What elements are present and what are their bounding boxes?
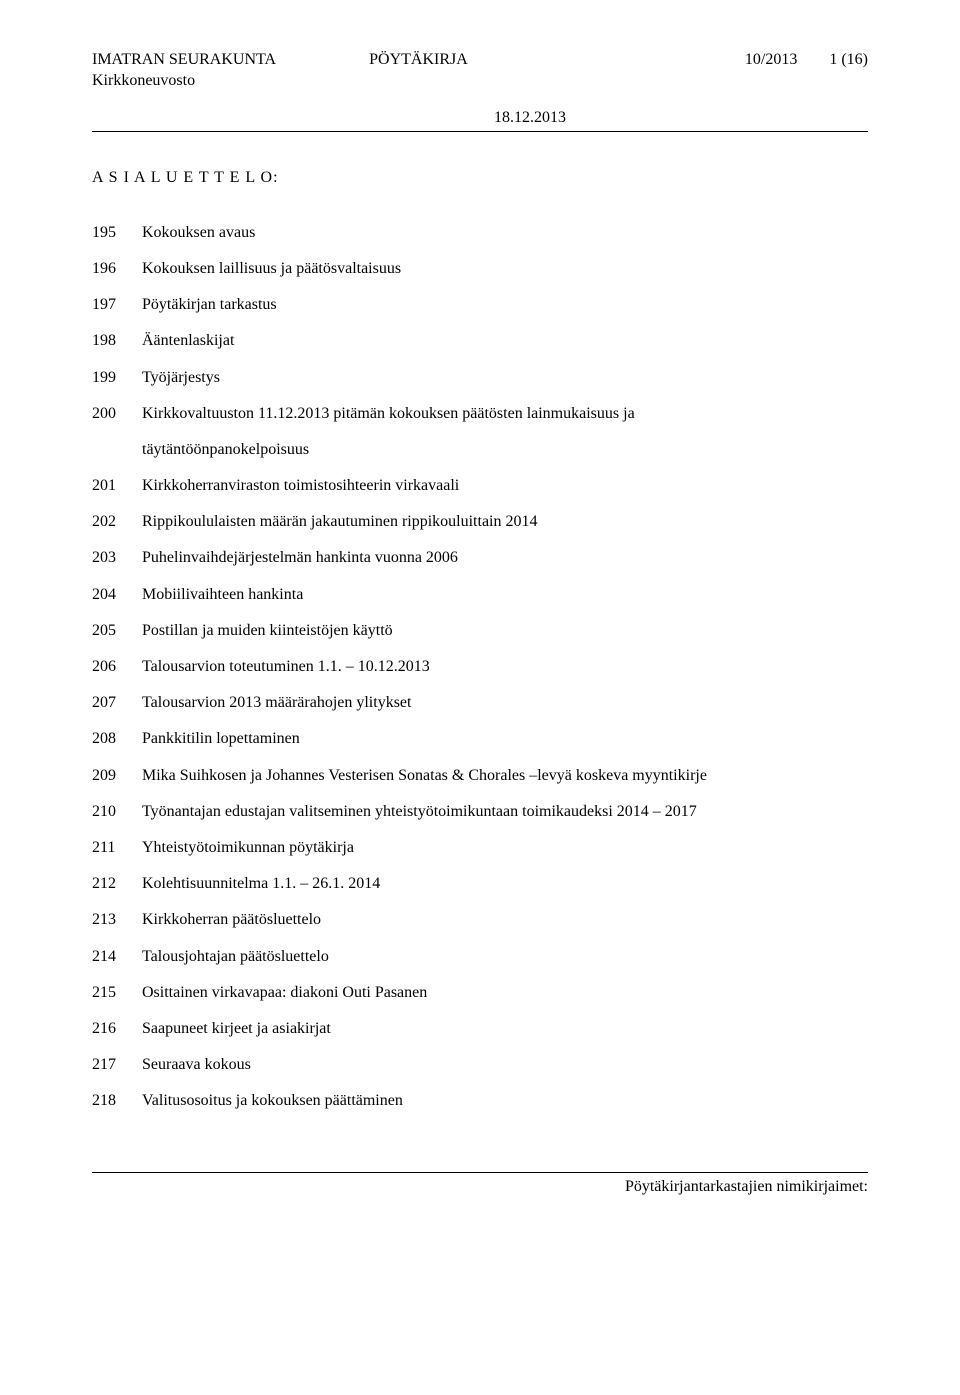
agenda-item-number: 204 (92, 585, 142, 604)
agenda-item-number: 195 (92, 223, 142, 242)
agenda-item: 203Puhelinvaihdejärjestelmän hankinta vu… (92, 548, 868, 567)
agenda-list: 195Kokouksen avaus196Kokouksen laillisuu… (92, 223, 868, 1111)
header-divider (92, 131, 868, 132)
agenda-item-number: 214 (92, 947, 142, 966)
agenda-item-text: Kirkkoherranviraston toimistosihteerin v… (142, 476, 868, 495)
agenda-item: 199Työjärjestys (92, 368, 868, 387)
agenda-item-text: Valitusosoitus ja kokouksen päättäminen (142, 1091, 868, 1110)
agenda-item-text: Kirkkovaltuuston 11.12.2013 pitämän koko… (142, 404, 868, 459)
header-page: 1 (16) (829, 50, 868, 69)
agenda-item-number: 217 (92, 1055, 142, 1074)
agenda-item-text: Postillan ja muiden kiinteistöjen käyttö (142, 621, 868, 640)
agenda-item-text: Talousjohtajan päätösluettelo (142, 947, 868, 966)
agenda-item-text: Mobiilivaihteen hankinta (142, 585, 868, 604)
agenda-item-text: Puhelinvaihdejärjestelmän hankinta vuonn… (142, 548, 868, 567)
agenda-item-number: 218 (92, 1091, 142, 1110)
agenda-item: 210Työnantajan edustajan valitseminen yh… (92, 802, 868, 821)
agenda-item-number: 208 (92, 729, 142, 748)
agenda-item-number: 209 (92, 766, 142, 785)
section-title: A S I A L U E T T E L O: (92, 168, 868, 187)
header-doc-type: PÖYTÄKIRJA (369, 50, 591, 69)
agenda-item-number: 207 (92, 693, 142, 712)
agenda-item-text: Kolehtisuunnitelma 1.1. – 26.1. 2014 (142, 874, 868, 893)
agenda-item-number: 202 (92, 512, 142, 531)
agenda-item: 218Valitusosoitus ja kokouksen päättämin… (92, 1091, 868, 1110)
header-sub-org: Kirkkoneuvosto (92, 71, 868, 90)
agenda-item-text: Yhteistyötoimikunnan pöytäkirja (142, 838, 868, 857)
agenda-item-number: 196 (92, 259, 142, 278)
agenda-item: 215Osittainen virkavapaa: diakoni Outi P… (92, 983, 868, 1002)
agenda-item: 204Mobiilivaihteen hankinta (92, 585, 868, 604)
header-doc-num: 10/2013 (745, 50, 797, 69)
agenda-item-number: 203 (92, 548, 142, 567)
agenda-item: 209Mika Suihkosen ja Johannes Vesterisen… (92, 766, 868, 785)
agenda-item: 198Ääntenlaskijat (92, 331, 868, 350)
agenda-item-text: Työjärjestys (142, 368, 868, 387)
agenda-item-number: 199 (92, 368, 142, 387)
agenda-item-number: 213 (92, 910, 142, 929)
agenda-item: 217Seuraava kokous (92, 1055, 868, 1074)
agenda-item: 206Talousarvion toteutuminen 1.1. – 10.1… (92, 657, 868, 676)
agenda-item: 201Kirkkoherranviraston toimistosihteeri… (92, 476, 868, 495)
agenda-item: 205Postillan ja muiden kiinteistöjen käy… (92, 621, 868, 640)
agenda-item-number: 201 (92, 476, 142, 495)
agenda-item-text: Seuraava kokous (142, 1055, 868, 1074)
header-org: IMATRAN SEURAKUNTA (92, 50, 369, 69)
agenda-item-text: Saapuneet kirjeet ja asiakirjat (142, 1019, 868, 1038)
agenda-item-text: Kirkkoherran päätösluettelo (142, 910, 868, 929)
agenda-item-text: Työnantajan edustajan valitseminen yhtei… (142, 802, 868, 821)
agenda-item-text: Mika Suihkosen ja Johannes Vesterisen So… (142, 766, 868, 785)
footer-text: Pöytäkirjantarkastajien nimikirjaimet: (92, 1177, 868, 1196)
agenda-item-text: Kokouksen avaus (142, 223, 868, 242)
agenda-item-number: 212 (92, 874, 142, 893)
agenda-item-number: 206 (92, 657, 142, 676)
agenda-item-number: 210 (92, 802, 142, 821)
agenda-item-number: 216 (92, 1019, 142, 1038)
agenda-item: 195Kokouksen avaus (92, 223, 868, 242)
agenda-item-text: Pöytäkirjan tarkastus (142, 295, 868, 314)
agenda-item: 207Talousarvion 2013 määrärahojen ylityk… (92, 693, 868, 712)
agenda-item-text: Kokouksen laillisuus ja päätösvaltaisuus (142, 259, 868, 278)
agenda-item-text: Talousarvion toteutuminen 1.1. – 10.12.2… (142, 657, 868, 676)
agenda-item: 212Kolehtisuunnitelma 1.1. – 26.1. 2014 (92, 874, 868, 893)
agenda-item: 211Yhteistyötoimikunnan pöytäkirja (92, 838, 868, 857)
agenda-item-number: 211 (92, 838, 142, 857)
agenda-item-text: Osittainen virkavapaa: diakoni Outi Pasa… (142, 983, 868, 1002)
agenda-item: 200Kirkkovaltuuston 11.12.2013 pitämän k… (92, 404, 868, 459)
agenda-item: 202Rippikoululaisten määrän jakautuminen… (92, 512, 868, 531)
agenda-item: 213Kirkkoherran päätösluettelo (92, 910, 868, 929)
agenda-item-text: Pankkitilin lopettaminen (142, 729, 868, 748)
agenda-item: 208Pankkitilin lopettaminen (92, 729, 868, 748)
agenda-item-text: Rippikoululaisten määrän jakautuminen ri… (142, 512, 868, 531)
agenda-item: 214Talousjohtajan päätösluettelo (92, 947, 868, 966)
agenda-item-number: 198 (92, 331, 142, 350)
footer-divider (92, 1172, 868, 1173)
agenda-item-number: 215 (92, 983, 142, 1002)
agenda-item-number: 200 (92, 404, 142, 423)
agenda-item: 197Pöytäkirjan tarkastus (92, 295, 868, 314)
agenda-item-text: Talousarvion 2013 määrärahojen ylitykset (142, 693, 868, 712)
agenda-item: 196Kokouksen laillisuus ja päätösvaltais… (92, 259, 868, 278)
agenda-item: 216Saapuneet kirjeet ja asiakirjat (92, 1019, 868, 1038)
agenda-item-number: 197 (92, 295, 142, 314)
header-date: 18.12.2013 (92, 108, 868, 127)
agenda-item-number: 205 (92, 621, 142, 640)
agenda-item-text: Ääntenlaskijat (142, 331, 868, 350)
